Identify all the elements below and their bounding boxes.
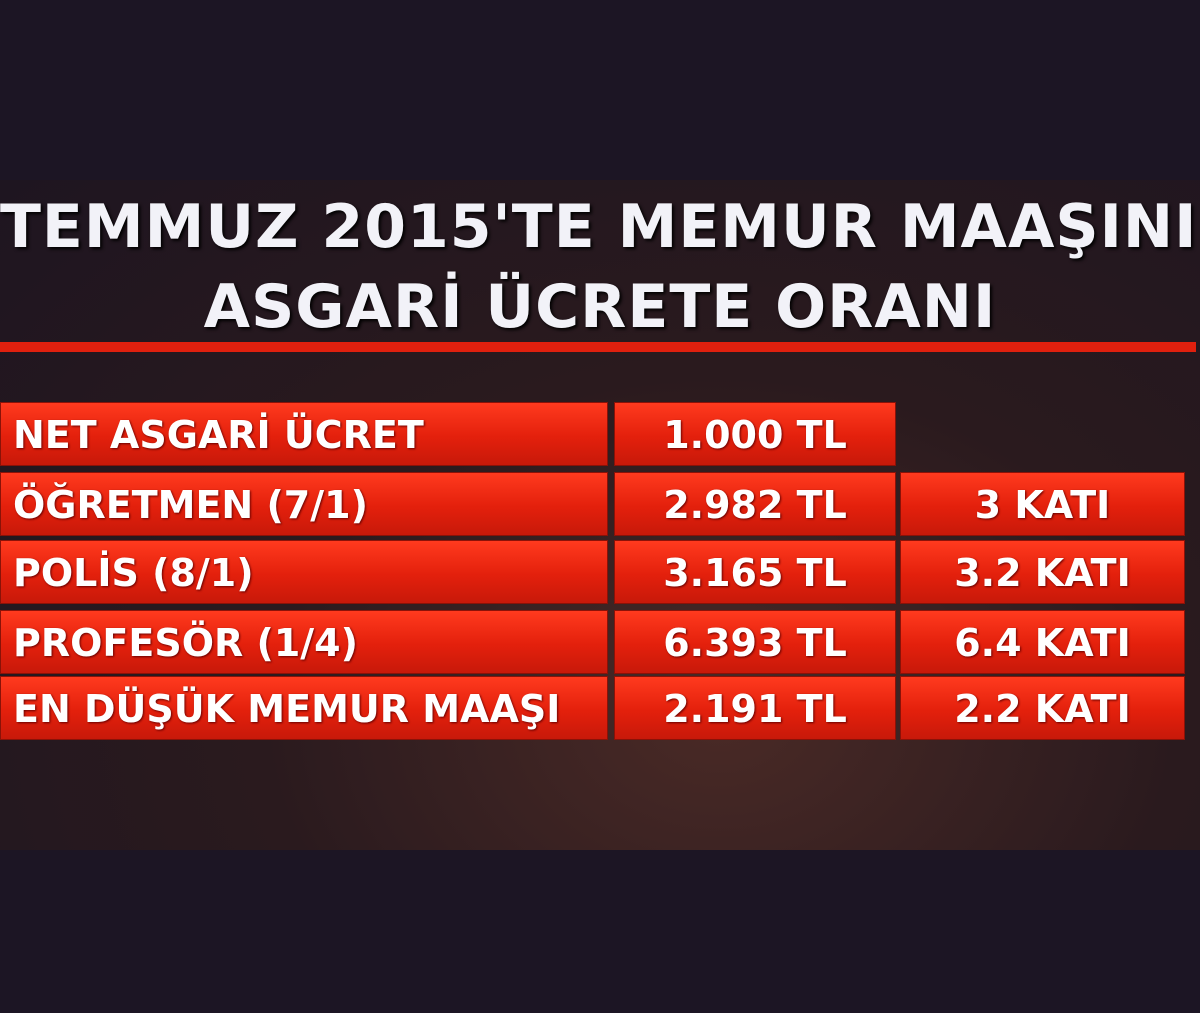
amount-cell: 1.000 TL (614, 402, 896, 466)
title-line: ASGARİ ÜCRETE ORANI (203, 272, 997, 342)
ratio-cell: 2.2 KATI (900, 676, 1185, 740)
ratio-cell: 3.2 KATI (900, 540, 1185, 604)
red-rule (0, 342, 1196, 352)
tv-screen: TEMMUZ 2015'TE MEMUR MAAŞININ ASGARİ ÜCR… (0, 180, 1200, 850)
row-label: ÖĞRETMEN (7/1) (0, 472, 608, 536)
ratio-cell: 6.4 KATI (900, 610, 1185, 674)
amount-cell: 6.393 TL (614, 610, 896, 674)
row-label: PROFESÖR (1/4) (0, 610, 608, 674)
amount-cell: 2.191 TL (614, 676, 896, 740)
amount-cell: 2.982 TL (614, 472, 896, 536)
ratio-cell: 3 KATI (900, 472, 1185, 536)
row-label: EN DÜŞÜK MEMUR MAAŞI (0, 676, 608, 740)
title-line: TEMMUZ 2015'TE MEMUR MAAŞININ (0, 192, 1200, 262)
amount-cell: 3.165 TL (614, 540, 896, 604)
row-label: NET ASGARİ ÜCRET (0, 402, 608, 466)
row-label: POLİS (8/1) (0, 540, 608, 604)
